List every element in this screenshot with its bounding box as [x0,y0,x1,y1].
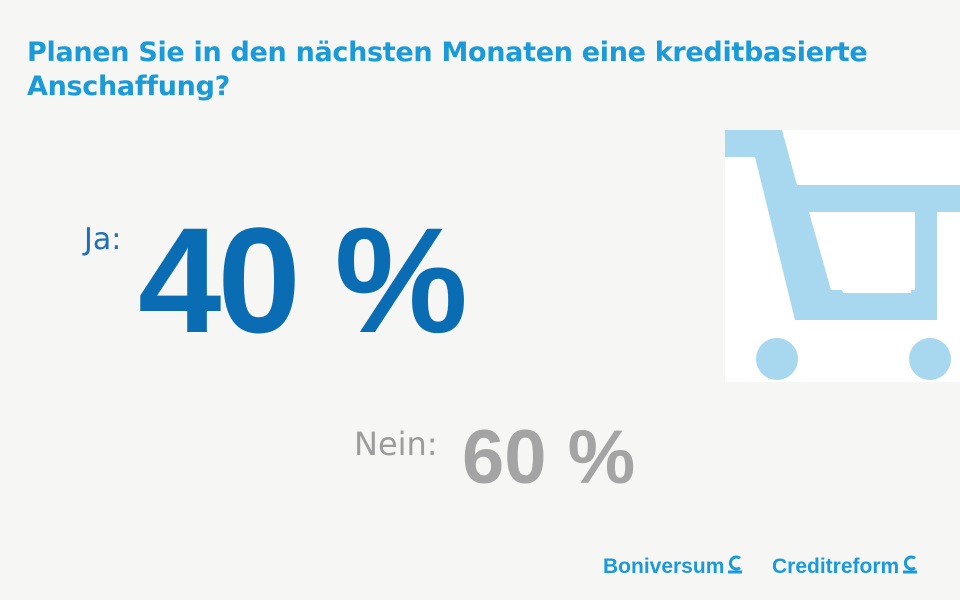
cart-illustration [725,130,960,382]
boniversum-logo-text: Boniversum [603,555,725,578]
page-title: Planen Sie in den nächsten Monaten eine … [27,37,868,102]
creditreform-logo-text: Creditreform [772,555,900,578]
boniversum-logo: Boniversum [603,555,743,579]
creditreform-c-icon [728,555,743,574]
creditreform-c-icon [903,555,918,574]
no-percentage: 60 % [462,415,636,500]
creditreform-logo: Creditreform [772,555,918,579]
shopping-cart-icon [725,130,960,380]
yes-percentage: 40 % [138,196,468,364]
yes-label: Ja: [84,222,122,257]
no-label: Nein: [354,425,438,463]
